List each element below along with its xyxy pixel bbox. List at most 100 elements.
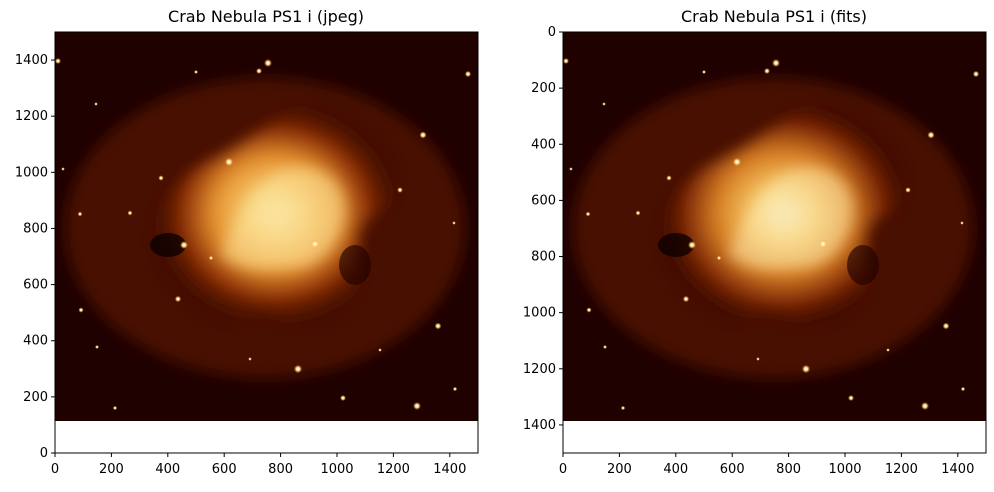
right-y-tick-label: 200 (531, 81, 556, 96)
right-star (603, 345, 607, 349)
right-x-tick-label: 1200 (885, 462, 918, 477)
left-star (397, 187, 403, 193)
left-y-tick-label: 600 (23, 278, 48, 293)
left-star (434, 322, 442, 330)
left-y-tick-label: 1200 (15, 109, 48, 124)
left-y-axis: 0 200 400 600 800 1000 1200 1400 (15, 53, 55, 461)
left-star (293, 364, 303, 374)
left-x-tick-label: 1400 (433, 462, 466, 477)
right-y-axis: 0 200 400 600 800 1000 1200 1400 (523, 25, 563, 433)
left-star (194, 70, 198, 74)
left-image-area (55, 32, 478, 421)
right-star (972, 70, 980, 78)
right-star (620, 405, 626, 411)
right-plot-title: Crab Nebula PS1 i (fits) (681, 7, 867, 26)
left-star (61, 167, 65, 171)
right-star (848, 395, 854, 401)
right-star (921, 402, 929, 410)
left-star (464, 70, 472, 78)
right-y-tick-label: 1400 (523, 418, 556, 433)
left-x-tick-label: 0 (51, 462, 59, 477)
right-x-tick-label: 1000 (828, 462, 861, 477)
right-plot-panel: Crab Nebula PS1 i (fits) (523, 7, 987, 477)
left-y-tick-label: 200 (23, 390, 48, 405)
left-star (174, 295, 182, 303)
left-star (208, 255, 214, 261)
right-star (886, 348, 890, 352)
left-x-tick-label: 400 (155, 462, 180, 477)
right-star (801, 364, 811, 374)
right-x-axis: 0 200 400 600 800 1000 1200 1400 (559, 453, 974, 477)
right-star (756, 357, 760, 361)
left-star (310, 239, 320, 249)
right-star-field (563, 58, 980, 411)
left-plot-panel: Crab Nebula PS1 i (jpeg) (15, 7, 479, 477)
right-x-tick-label: 200 (607, 462, 632, 477)
right-star (569, 167, 573, 171)
left-star (419, 131, 427, 139)
left-star (264, 59, 272, 67)
right-axes-frame (562, 31, 987, 454)
left-y-tick-label: 400 (23, 334, 48, 349)
right-x-tick-label: 600 (720, 462, 745, 477)
left-axes-frame (54, 31, 479, 454)
left-star (256, 68, 262, 74)
right-y-tick-label: 800 (531, 250, 556, 265)
left-star-field (55, 58, 472, 411)
right-star (818, 239, 828, 249)
right-star (688, 241, 696, 249)
left-x-tick-label: 1200 (377, 462, 410, 477)
left-star (340, 395, 346, 401)
right-y-tick-label: 1200 (523, 362, 556, 377)
left-empty-band (55, 421, 478, 453)
left-star (180, 241, 188, 249)
left-x-tick-label: 600 (212, 462, 237, 477)
right-x-tick-label: 1400 (941, 462, 974, 477)
right-y-tick-label: 400 (531, 137, 556, 152)
left-x-tick-label: 200 (99, 462, 124, 477)
left-y-tick-label: 800 (23, 221, 48, 236)
right-star (942, 322, 950, 330)
left-y-tick-label: 1000 (15, 165, 48, 180)
right-image-area (563, 32, 986, 421)
right-dark-lobe-right (847, 245, 879, 285)
left-dark-lobe (150, 233, 186, 257)
left-y-tick-label: 1400 (15, 53, 48, 68)
right-y-tick-label: 600 (531, 193, 556, 208)
left-star (127, 210, 133, 216)
right-star (702, 70, 706, 74)
left-star (78, 307, 84, 313)
right-star (772, 59, 780, 67)
right-star (927, 131, 935, 139)
left-star (248, 357, 252, 361)
right-empty-band (563, 421, 986, 453)
right-star (764, 68, 770, 74)
left-x-tick-label: 1000 (320, 462, 353, 477)
left-star (452, 221, 456, 225)
left-star (95, 345, 99, 349)
left-star (224, 157, 234, 167)
left-dark-lobe-right (339, 245, 371, 285)
right-star (563, 58, 569, 64)
right-star (585, 211, 591, 217)
left-star (452, 386, 458, 392)
left-star (158, 175, 164, 181)
left-x-tick-label: 800 (268, 462, 293, 477)
right-y-tick-label: 0 (548, 25, 556, 40)
right-star (960, 221, 964, 225)
right-y-tick-label: 1000 (523, 306, 556, 321)
left-x-axis: 0 200 400 600 800 1000 1200 1400 (51, 453, 466, 477)
right-star (960, 386, 966, 392)
right-star (586, 307, 592, 313)
right-star (682, 295, 690, 303)
left-star (378, 348, 382, 352)
right-star (716, 255, 722, 261)
left-y-tick-label: 0 (40, 446, 48, 461)
left-star (55, 58, 61, 64)
left-star (94, 102, 98, 106)
right-x-tick-label: 0 (559, 462, 567, 477)
left-star (413, 402, 421, 410)
right-star (635, 210, 641, 216)
